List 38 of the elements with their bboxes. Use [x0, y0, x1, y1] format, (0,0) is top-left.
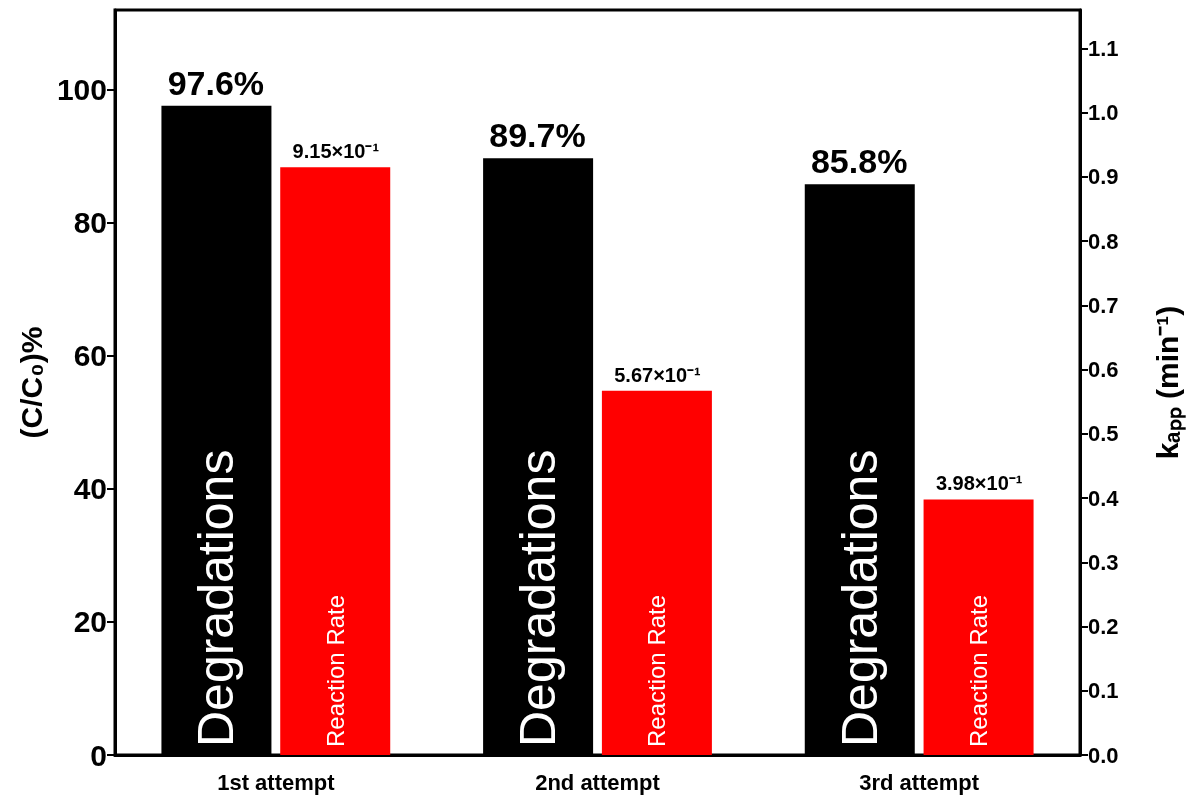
y2-tick-label: 0.4 — [1088, 485, 1120, 511]
data-label: 5.67×10⁻¹ — [614, 363, 702, 386]
bar — [601, 390, 712, 755]
series-label: Degradations — [188, 449, 245, 747]
y2-tick-label: 0.3 — [1088, 549, 1119, 575]
y2-tick-label: 0.1 — [1088, 678, 1119, 704]
y2-tick-label: 0.6 — [1088, 357, 1119, 383]
data-label: 3.98×10⁻¹ — [935, 472, 1023, 495]
y2-tick-label: 0.5 — [1088, 421, 1119, 447]
y2-tick-label: 0.8 — [1088, 228, 1119, 254]
x-tick-label: 3rd attempt — [859, 769, 980, 795]
text: Degradations — [510, 449, 567, 747]
x-tick-label: 2nd attempt — [535, 769, 661, 795]
y2-axis-title: kₐₚₚ (min⁻¹) — [1150, 305, 1186, 460]
y2-tick-label: 1.0 — [1088, 100, 1119, 126]
y-axis-title: (C/C₀)% — [14, 326, 48, 439]
series-label: Reaction Rate — [321, 594, 349, 747]
y2-tick-label: 0.7 — [1088, 292, 1119, 318]
y2-tick-label: 0.2 — [1088, 614, 1119, 640]
data-label: 85.8% — [810, 142, 908, 181]
y2-tick-label: 0.0 — [1088, 742, 1119, 768]
y-tick-label: 80 — [73, 206, 107, 240]
data-label: 9.15×10⁻¹ — [292, 140, 380, 163]
y-tick-label: 60 — [73, 339, 107, 373]
text: Degradations — [831, 449, 888, 747]
y-tick-label: 40 — [73, 472, 107, 506]
data-label: 89.7% — [489, 116, 586, 155]
text: Reaction Rate — [965, 594, 993, 747]
bar — [923, 499, 1034, 755]
bar — [280, 167, 391, 755]
text: Reaction Rate — [643, 594, 671, 747]
x-tick-label: 1st attempt — [217, 769, 336, 795]
y2-tick-label: 0.9 — [1088, 164, 1119, 190]
y-tick-label: 0 — [90, 738, 107, 772]
y-tick-label: 20 — [73, 605, 107, 639]
y-tick-label: 100 — [56, 73, 107, 107]
y2-tick-label: 1.1 — [1088, 36, 1119, 62]
data-label: 97.6% — [167, 63, 265, 102]
